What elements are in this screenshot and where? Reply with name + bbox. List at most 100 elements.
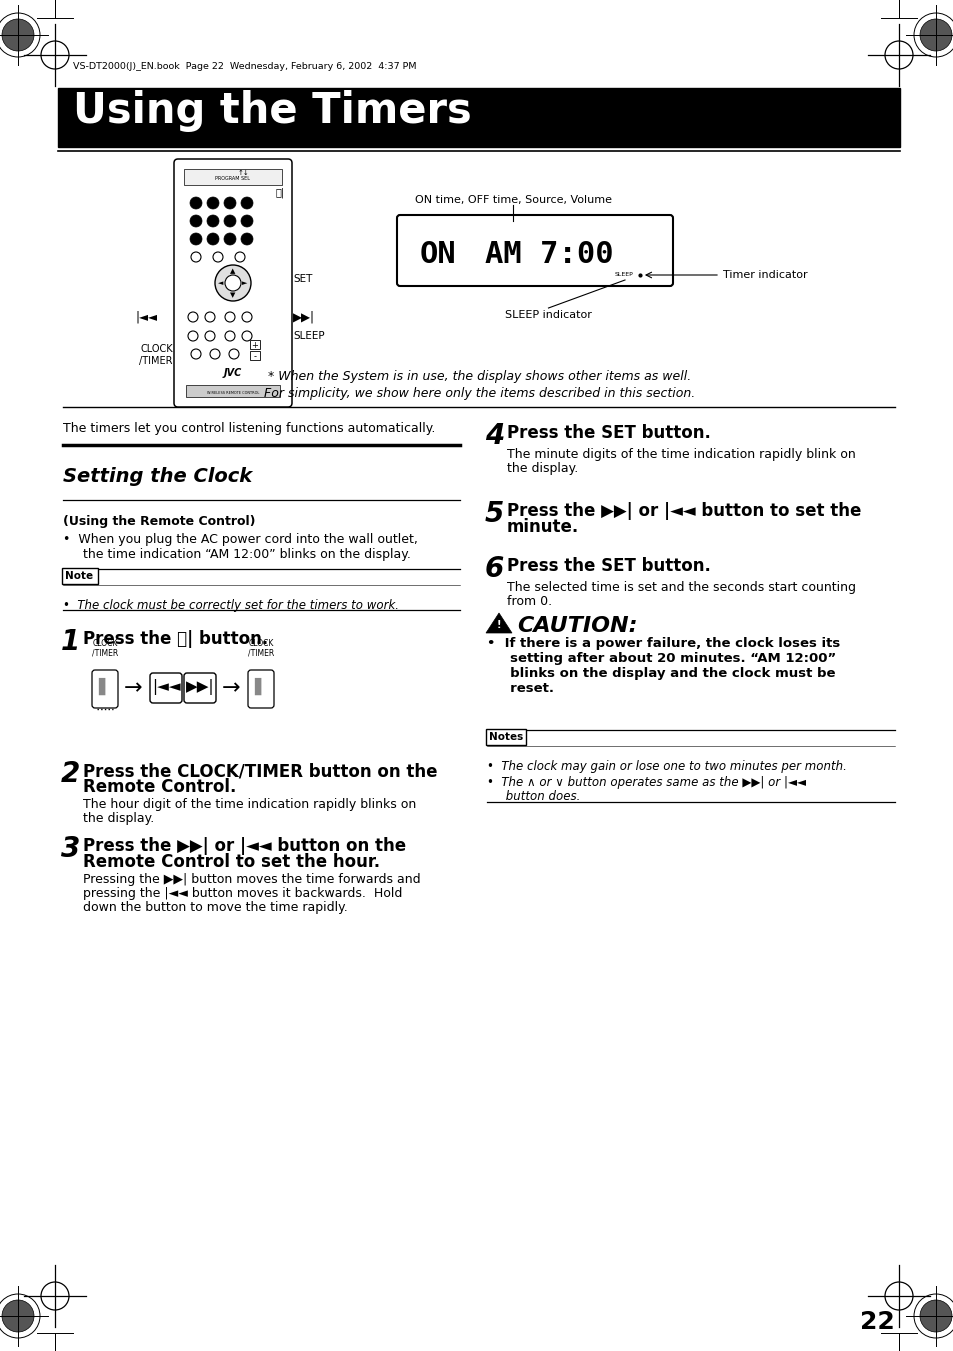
- Text: ▌: ▌: [254, 677, 267, 694]
- Text: 22: 22: [860, 1310, 894, 1333]
- Circle shape: [242, 331, 252, 340]
- Text: 3: 3: [61, 835, 80, 863]
- Text: setting after about 20 minutes. “AM 12:00”: setting after about 20 minutes. “AM 12:0…: [486, 653, 836, 665]
- Text: •  The clock may gain or lose one to two minutes per month.: • The clock may gain or lose one to two …: [486, 761, 846, 773]
- Text: The selected time is set and the seconds start counting: The selected time is set and the seconds…: [506, 581, 855, 594]
- Text: The minute digits of the time indication rapidly blink on: The minute digits of the time indication…: [506, 449, 855, 461]
- Text: •  If there is a power failure, the clock loses its: • If there is a power failure, the clock…: [486, 638, 840, 650]
- Circle shape: [191, 349, 201, 359]
- Text: down the button to move the time rapidly.: down the button to move the time rapidly…: [83, 901, 348, 915]
- Text: ◄: ◄: [218, 280, 223, 286]
- Text: •  The clock must be correctly set for the timers to work.: • The clock must be correctly set for th…: [63, 598, 398, 612]
- Text: the display.: the display.: [83, 812, 154, 825]
- Text: blinks on the display and the clock must be: blinks on the display and the clock must…: [486, 667, 835, 680]
- Text: 6: 6: [484, 555, 504, 584]
- Text: SLEEP: SLEEP: [293, 331, 324, 340]
- Circle shape: [224, 232, 235, 245]
- Circle shape: [224, 215, 235, 227]
- Text: •  The ∧ or ∨ button operates same as the ▶▶| or |◄◄: • The ∧ or ∨ button operates same as the…: [486, 775, 805, 789]
- Text: Timer indicator: Timer indicator: [722, 270, 807, 280]
- Circle shape: [919, 1300, 951, 1332]
- Text: SET: SET: [293, 274, 312, 284]
- Circle shape: [205, 331, 214, 340]
- Circle shape: [242, 312, 252, 322]
- Circle shape: [188, 331, 198, 340]
- Text: ►: ►: [242, 280, 248, 286]
- Circle shape: [190, 197, 202, 209]
- Text: Notes: Notes: [489, 732, 522, 742]
- Polygon shape: [485, 613, 512, 634]
- FancyBboxPatch shape: [150, 673, 182, 703]
- Circle shape: [210, 349, 220, 359]
- Bar: [58, 88, 899, 147]
- Text: the display.: the display.: [506, 462, 578, 476]
- Text: Press the ▶▶| or |◄◄ button to set the: Press the ▶▶| or |◄◄ button to set the: [506, 503, 861, 520]
- Text: For simplicity, we show here only the items described in this section.: For simplicity, we show here only the it…: [264, 386, 695, 400]
- Text: Pressing the ▶▶| button moves the time forwards and: Pressing the ▶▶| button moves the time f…: [83, 873, 420, 886]
- FancyBboxPatch shape: [184, 673, 215, 703]
- Text: ON: ON: [419, 240, 456, 269]
- Text: 5: 5: [484, 500, 504, 528]
- Text: JVC: JVC: [224, 367, 242, 378]
- Circle shape: [241, 215, 253, 227]
- Text: Remote Control.: Remote Control.: [83, 778, 236, 796]
- Text: 4: 4: [484, 422, 504, 450]
- Circle shape: [2, 19, 34, 51]
- Bar: [184, 169, 282, 185]
- FancyBboxPatch shape: [485, 730, 525, 744]
- Text: pressing the |◄◄ button moves it backwards.  Hold: pressing the |◄◄ button moves it backwar…: [83, 888, 402, 900]
- Text: CAUTION:: CAUTION:: [517, 616, 637, 636]
- Circle shape: [919, 19, 951, 51]
- Circle shape: [2, 1300, 34, 1332]
- Circle shape: [225, 312, 234, 322]
- FancyBboxPatch shape: [248, 670, 274, 708]
- FancyBboxPatch shape: [62, 567, 98, 584]
- Text: Press the CLOCK/TIMER button on the: Press the CLOCK/TIMER button on the: [83, 762, 437, 780]
- Circle shape: [241, 197, 253, 209]
- Text: The hour digit of the time indication rapidly blinks on: The hour digit of the time indication ra…: [83, 798, 416, 811]
- Text: AM 7:00: AM 7:00: [484, 240, 613, 269]
- Text: ↑↓: ↑↓: [237, 170, 249, 176]
- Text: |◄◄: |◄◄: [136, 311, 158, 323]
- Text: PROGRAM SEL: PROGRAM SEL: [215, 177, 251, 181]
- Text: SLEEP: SLEEP: [615, 273, 633, 277]
- Text: •  When you plug the AC power cord into the wall outlet,: • When you plug the AC power cord into t…: [63, 534, 417, 546]
- Text: -: -: [253, 353, 256, 362]
- Circle shape: [241, 232, 253, 245]
- Text: The timers let you control listening functions automatically.: The timers let you control listening fun…: [63, 422, 435, 435]
- Text: ▼: ▼: [230, 292, 235, 299]
- Text: Remote Control to set the hour.: Remote Control to set the hour.: [83, 852, 379, 871]
- Bar: [186, 385, 280, 397]
- Text: +: +: [252, 342, 258, 350]
- Text: ⏻|: ⏻|: [275, 186, 284, 197]
- Text: Press the ▶▶| or |◄◄ button on the: Press the ▶▶| or |◄◄ button on the: [83, 838, 406, 855]
- Text: |◄◄: |◄◄: [152, 680, 180, 694]
- Circle shape: [214, 265, 251, 301]
- Text: CLOCK
/TIMER: CLOCK /TIMER: [91, 639, 118, 658]
- Text: reset.: reset.: [486, 682, 554, 694]
- Text: Note: Note: [65, 571, 93, 581]
- Text: Press the SET button.: Press the SET button.: [506, 424, 710, 442]
- Circle shape: [207, 232, 219, 245]
- Text: Using the Timers: Using the Timers: [73, 91, 471, 132]
- Circle shape: [207, 197, 219, 209]
- Circle shape: [224, 197, 235, 209]
- Text: →: →: [124, 678, 142, 698]
- Text: ▶▶|: ▶▶|: [293, 311, 314, 323]
- Circle shape: [191, 253, 201, 262]
- Circle shape: [207, 215, 219, 227]
- Text: the time indication “AM 12:00” blinks on the display.: the time indication “AM 12:00” blinks on…: [63, 549, 411, 561]
- Text: from 0.: from 0.: [506, 594, 552, 608]
- FancyBboxPatch shape: [91, 670, 118, 708]
- Text: ▲: ▲: [230, 267, 235, 274]
- Text: →: →: [221, 678, 240, 698]
- Text: (Using the Remote Control): (Using the Remote Control): [63, 515, 255, 528]
- Circle shape: [190, 232, 202, 245]
- Text: button does.: button does.: [486, 790, 579, 802]
- FancyBboxPatch shape: [173, 159, 292, 407]
- Text: Press the ⏻| button.: Press the ⏻| button.: [83, 630, 268, 648]
- Text: Setting the Clock: Setting the Clock: [63, 467, 252, 486]
- Circle shape: [229, 349, 239, 359]
- Circle shape: [213, 253, 223, 262]
- Text: VS-DT2000(J)_EN.book  Page 22  Wednesday, February 6, 2002  4:37 PM: VS-DT2000(J)_EN.book Page 22 Wednesday, …: [73, 62, 416, 72]
